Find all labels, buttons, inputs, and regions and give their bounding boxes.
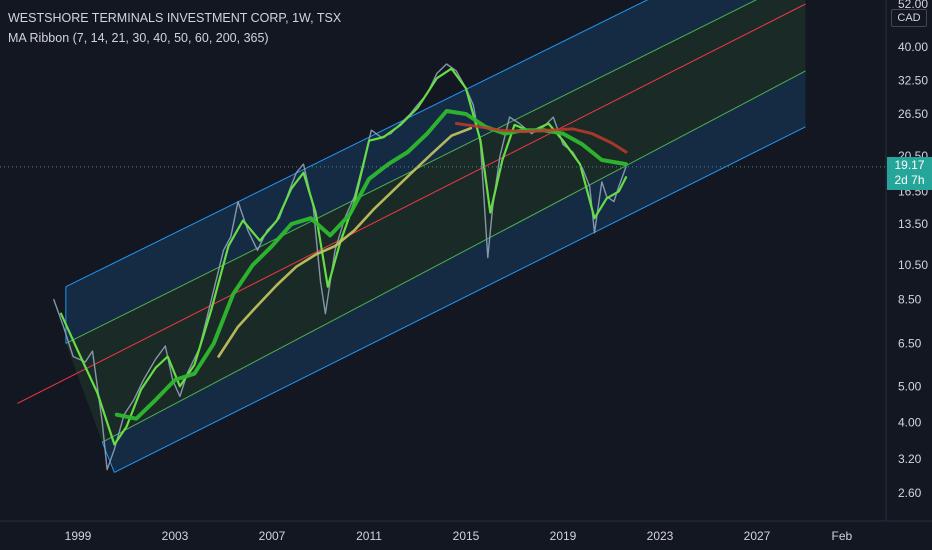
channel-line-center <box>17 3 806 404</box>
y-tick-label: 26.50 <box>898 107 928 121</box>
y-tick-label: 2.60 <box>898 486 922 500</box>
last-price-badge: 19.17 2d 7h <box>887 157 932 190</box>
series-ma-200 <box>217 126 473 358</box>
channel-band-lower <box>102 70 806 473</box>
x-tick-label: 2011 <box>356 529 382 543</box>
y-tick-label: 6.50 <box>898 336 922 350</box>
y-tick-label: 32.50 <box>898 74 928 88</box>
x-tick-label: 1999 <box>65 529 92 543</box>
x-tick-label: Feb <box>832 529 853 543</box>
currency-badge[interactable]: CAD <box>891 9 927 27</box>
x-tick-label: 2015 <box>453 529 480 543</box>
y-tick-label: 5.00 <box>898 379 922 393</box>
x-tick-label: 2019 <box>550 529 577 543</box>
channel-line-upper <box>65 0 649 288</box>
y-tick-label: 4.00 <box>898 416 922 430</box>
symbol-title[interactable]: WESTSHORE TERMINALS INVESTMENT CORP, 1W,… <box>8 11 342 25</box>
x-tick-label: 2027 <box>744 529 771 543</box>
y-tick-label: 8.50 <box>898 293 922 307</box>
series-ma-7 <box>59 67 628 446</box>
bar-countdown: 2d 7h <box>894 173 925 187</box>
x-tick-label: 2023 <box>647 529 674 543</box>
series-lines <box>53 63 628 471</box>
x-tick-label: 2007 <box>259 529 286 543</box>
y-tick-label: 10.50 <box>898 258 928 272</box>
price-axis[interactable]: 52.0040.0032.5026.5020.5016.5013.5010.50… <box>898 0 928 500</box>
channel-line-upper-mid <box>65 0 757 344</box>
channel-line-lower-mid <box>102 70 806 443</box>
channel-band-middle <box>65 0 806 443</box>
last-price-value: 19.17 <box>894 158 925 172</box>
time-axis[interactable]: 1999 2003 2007 2011 2015 2019 2023 2027 Feb <box>65 529 853 543</box>
y-tick-label: 52.00 <box>898 0 928 11</box>
x-tick-label: 2003 <box>162 529 189 543</box>
y-tick-label: 3.20 <box>898 452 922 466</box>
channel-fills <box>65 0 806 473</box>
y-tick-label: 13.50 <box>898 217 928 231</box>
channel-lines <box>17 0 806 473</box>
chart-legend: WESTSHORE TERMINALS INVESTMENT CORP, 1W,… <box>8 8 341 48</box>
channel-line-lower <box>114 126 806 473</box>
series-ma-365 <box>454 122 628 154</box>
indicator-label[interactable]: MA Ribbon (7, 14, 21, 30, 40, 50, 60, 20… <box>8 31 269 45</box>
y-tick-label: 40.00 <box>898 40 928 54</box>
